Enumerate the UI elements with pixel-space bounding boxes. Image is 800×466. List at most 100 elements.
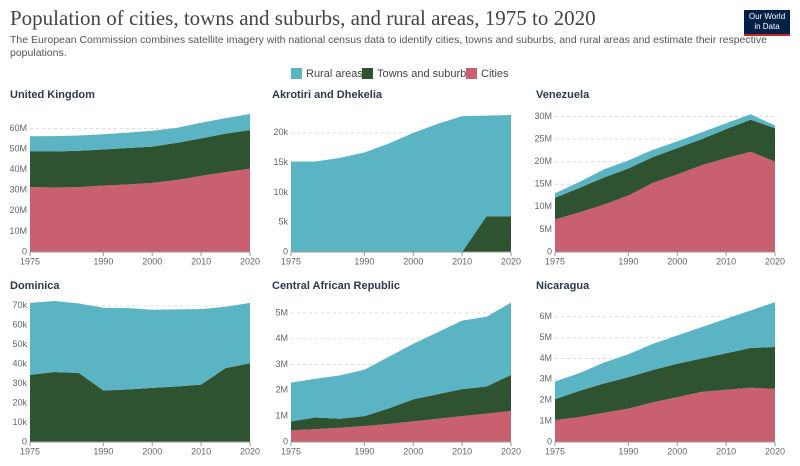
area [30, 168, 250, 252]
x-tick-label: 1990 [354, 446, 374, 456]
y-tick-label: 10k [273, 187, 288, 197]
chart-title: Akrotiri and Dhekelia [272, 89, 383, 101]
y-tick-label: 5k [278, 217, 288, 227]
x-tick-label: 1975 [20, 446, 40, 456]
x-tick-label: 1990 [93, 446, 113, 456]
logo-text: in Data [754, 22, 780, 31]
y-tick-label: 15k [273, 157, 288, 167]
x-tick-label: 2010 [191, 446, 211, 456]
y-tick-label: 10M [534, 201, 552, 211]
y-tick-label: 50M [9, 143, 27, 153]
area [291, 302, 511, 422]
area [555, 387, 775, 442]
area [291, 114, 511, 252]
y-tick-label: 30M [9, 185, 27, 195]
x-tick-label: 2020 [240, 446, 260, 456]
area [30, 300, 250, 391]
x-tick-label: 2000 [403, 446, 423, 456]
subtitle: populations. [10, 47, 67, 59]
x-tick-label: 2000 [667, 256, 687, 266]
y-tick-label: 0 [283, 436, 288, 446]
legend-label: Cities [481, 68, 509, 80]
area [30, 114, 250, 152]
logo-text: Our World [749, 12, 785, 21]
chart-title: United Kingdom [10, 89, 95, 101]
area [291, 374, 511, 431]
x-tick-label: 2020 [501, 256, 521, 266]
chart-title: Nicaragua [536, 280, 590, 292]
x-tick-label: 2010 [716, 256, 736, 266]
x-tick-label: 1975 [281, 256, 301, 266]
x-tick-label: 1990 [354, 256, 374, 266]
x-tick-label: 2020 [765, 256, 785, 266]
y-tick-label: 40k [12, 359, 27, 369]
chart-title: Dominica [10, 280, 60, 292]
area [555, 302, 775, 400]
y-tick-label: 0 [22, 436, 27, 446]
legend-swatch [466, 68, 477, 79]
y-tick-label: 50k [12, 339, 27, 349]
area [291, 216, 511, 252]
logo-bar [744, 34, 790, 36]
area [555, 346, 775, 421]
y-tick-label: 30M [534, 111, 552, 121]
legend-label: Towns and suburbs [377, 68, 472, 80]
x-tick-label: 2000 [667, 446, 687, 456]
x-tick-label: 2010 [191, 256, 211, 266]
area [555, 151, 775, 252]
x-tick-label: 1975 [20, 256, 40, 266]
x-tick-label: 2010 [716, 446, 736, 456]
y-tick-label: 2M [539, 395, 552, 405]
logo[interactable]: Our World in Data [744, 10, 790, 36]
y-tick-label: 4M [275, 333, 288, 343]
y-tick-label: 10k [12, 417, 27, 427]
y-tick-label: 3M [539, 374, 552, 384]
y-tick-label: 1M [539, 415, 552, 425]
x-tick-label: 1990 [618, 256, 638, 266]
y-tick-label: 0 [547, 246, 552, 256]
y-tick-label: 5M [275, 307, 288, 317]
x-tick-label: 2000 [142, 256, 162, 266]
x-tick-label: 2020 [240, 256, 260, 266]
y-tick-label: 25M [534, 133, 552, 143]
y-tick-label: 20M [9, 205, 27, 215]
y-tick-label: 40M [9, 164, 27, 174]
y-tick-label: 0 [22, 246, 27, 256]
y-tick-label: 5M [539, 224, 552, 234]
x-tick-label: 2020 [765, 446, 785, 456]
y-tick-label: 30k [12, 378, 27, 388]
y-tick-label: 10M [9, 226, 27, 236]
y-tick-label: 4M [539, 353, 552, 363]
y-tick-label: 0 [547, 436, 552, 446]
subtitle: The European Commission combines satelli… [10, 34, 767, 46]
y-tick-label: 6M [539, 311, 552, 321]
x-tick-label: 1990 [93, 256, 113, 266]
y-tick-label: 60k [12, 320, 27, 330]
x-tick-label: 1975 [545, 446, 565, 456]
x-tick-label: 2000 [142, 446, 162, 456]
y-tick-label: 15M [534, 179, 552, 189]
y-tick-label: 0 [283, 246, 288, 256]
x-tick-label: 2020 [501, 446, 521, 456]
area [30, 363, 250, 442]
legend-swatch [362, 68, 373, 79]
chart-title: Central African Republic [272, 280, 400, 292]
logo-box [744, 10, 790, 36]
y-tick-label: 60M [9, 123, 27, 133]
chart-title: Venezuela [536, 89, 590, 101]
legend-swatch [291, 68, 302, 79]
y-tick-label: 70k [12, 300, 27, 310]
x-tick-label: 1975 [281, 446, 301, 456]
area [555, 119, 775, 220]
x-tick-label: 2010 [452, 446, 472, 456]
x-tick-label: 1975 [545, 256, 565, 266]
y-tick-label: 5M [539, 332, 552, 342]
y-tick-label: 20M [534, 156, 552, 166]
y-tick-label: 2M [275, 385, 288, 395]
x-tick-label: 1990 [618, 446, 638, 456]
legend-label: Rural areas [306, 68, 363, 80]
y-tick-label: 3M [275, 359, 288, 369]
page-title: Population of cities, towns and suburbs,… [10, 6, 596, 30]
area [30, 130, 250, 188]
